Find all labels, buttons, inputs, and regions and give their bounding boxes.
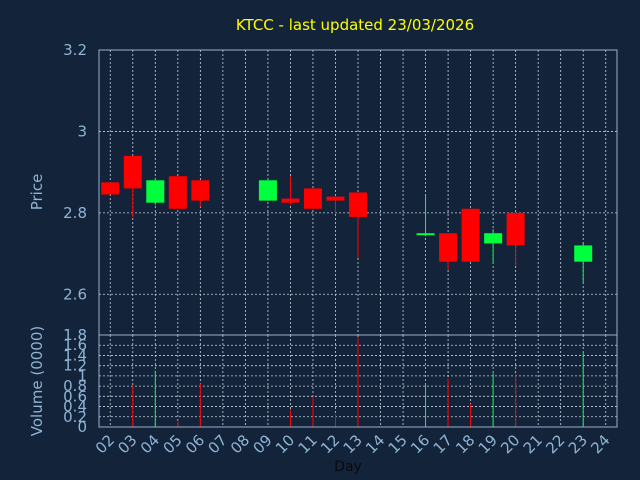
candle-body xyxy=(281,198,300,203)
price-candles xyxy=(101,155,593,283)
price-axis-label: Price xyxy=(28,174,46,211)
candle-body xyxy=(146,180,165,203)
volume-tick-label: 1 xyxy=(77,367,87,385)
price-tick-labels: 2.6 2.8 3 3.2 xyxy=(63,41,87,303)
candle-body xyxy=(191,180,210,201)
candle-body xyxy=(101,182,120,195)
candle-body xyxy=(326,196,345,201)
volume-axis-label: Volume (0000) xyxy=(28,326,46,436)
price-grid xyxy=(99,49,617,335)
candle-body xyxy=(348,192,368,217)
x-tick-label: 24 xyxy=(587,431,613,457)
volume-bars xyxy=(132,337,584,427)
volume-tick-label: 0.8 xyxy=(63,377,87,395)
volume-tick-labels: 00.20.40.60.811.21.41.61.8 xyxy=(63,326,87,436)
volume-panel: 00.20.40.60.811.21.41.61.8 Volume (0000) xyxy=(28,326,618,436)
candle-body xyxy=(303,188,322,209)
volume-tick-label: 1.2 xyxy=(63,357,87,375)
price-tick-label: 3.2 xyxy=(63,41,87,59)
volume-tick-label: 1.4 xyxy=(63,346,87,364)
price-tick-label: 2.8 xyxy=(63,204,87,222)
volume-tick-label: 1.8 xyxy=(63,326,87,344)
volume-tick-label: 0.6 xyxy=(63,387,87,405)
candle-body xyxy=(416,233,435,236)
candle-body xyxy=(168,176,187,209)
candle-body xyxy=(484,233,503,244)
candle-body xyxy=(123,155,142,189)
price-tick-label: 2.6 xyxy=(63,285,87,303)
volume-tick-label: 0.4 xyxy=(63,398,87,416)
volume-tick-label: 0.2 xyxy=(63,408,87,426)
x-tick-labels: 0203040506070809101112131415161718192021… xyxy=(92,431,614,457)
candle-body xyxy=(574,245,593,262)
volume-tick-label: 1.6 xyxy=(63,336,87,354)
volume-tick-label: 0 xyxy=(77,418,87,436)
volume-frame xyxy=(98,334,618,428)
x-axis-label: Day xyxy=(334,459,362,475)
price-tick-label: 3 xyxy=(77,122,87,140)
candle-body xyxy=(258,180,277,201)
price-panel: 2.6 2.8 3 3.2 Price xyxy=(28,41,618,336)
candle-body xyxy=(439,233,458,262)
chart-title: KTCC - last updated 23/03/2026 xyxy=(236,16,474,34)
candle-body xyxy=(461,208,480,262)
candle-body xyxy=(506,212,525,246)
